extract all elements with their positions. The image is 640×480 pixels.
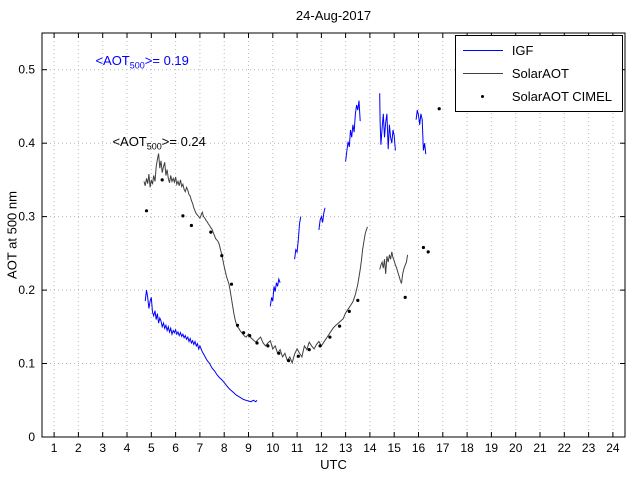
legend-item-igf: IGF (460, 39, 612, 62)
annotation-solaraot-mean: <AOT500>= 0.24 (112, 134, 205, 152)
svg-text:3: 3 (99, 441, 106, 455)
svg-text:15: 15 (388, 441, 402, 455)
x-axis-label: UTC (320, 457, 347, 472)
svg-text:14: 14 (363, 441, 377, 455)
solaraot-line-sample-icon (462, 73, 503, 74)
svg-text:2: 2 (75, 441, 82, 455)
svg-text:11: 11 (291, 441, 304, 455)
svg-text:0.1: 0.1 (18, 357, 35, 371)
svg-text:0: 0 (28, 430, 35, 444)
svg-text:1: 1 (51, 441, 58, 455)
svg-text:8: 8 (221, 441, 228, 455)
annotation-solaraot-prefix: <AOT (112, 134, 147, 150)
igf-line-sample-icon (462, 50, 503, 51)
annotation-solaraot-sub: 500 (146, 141, 162, 152)
svg-text:13: 13 (339, 441, 353, 455)
svg-text:0.2: 0.2 (18, 283, 35, 297)
series-igf (144, 93, 427, 403)
legend-item-solaraot: SolarAOT (460, 62, 612, 85)
svg-text:17: 17 (436, 441, 450, 455)
svg-text:18: 18 (460, 441, 474, 455)
cimel-dot-sample-icon (481, 95, 485, 98)
svg-text:10: 10 (266, 441, 280, 455)
svg-text:24: 24 (606, 441, 620, 455)
svg-text:9: 9 (245, 441, 252, 455)
annotation-solaraot-suffix: >= 0.24 (161, 134, 206, 150)
svg-text:4: 4 (124, 441, 131, 455)
svg-text:5: 5 (148, 441, 155, 455)
svg-text:6: 6 (172, 441, 179, 455)
annotation-igf-sub: 500 (129, 60, 145, 71)
legend-sample-solaraot (460, 73, 506, 74)
legend: IGF SolarAOT SolarAOT CIMEL (454, 35, 623, 112)
series-solaraot (143, 153, 409, 365)
annotation-igf-mean: <AOT500>= 0.19 (95, 53, 188, 71)
legend-sample-igf (460, 50, 506, 51)
legend-label-igf: IGF (511, 43, 534, 58)
svg-text:7: 7 (197, 441, 204, 455)
axis-ticks (42, 33, 625, 438)
svg-text:21: 21 (533, 441, 547, 455)
svg-text:0.4: 0.4 (18, 136, 35, 150)
legend-label-solaraot: SolarAOT (511, 66, 569, 81)
y-tick-labels: 0 0.1 0.2 0.3 0.4 0.5 (18, 63, 35, 444)
chart-title: 24-Aug-2017 (295, 8, 372, 23)
annotation-igf-suffix: >= 0.19 (144, 53, 189, 69)
svg-text:20: 20 (509, 441, 523, 455)
svg-text:22: 22 (558, 441, 572, 455)
svg-text:0.3: 0.3 (18, 210, 35, 224)
legend-label-solaraot-cimel: SolarAOT CIMEL (511, 89, 612, 104)
y-axis-label: AOT at 500 nm (4, 191, 20, 279)
svg-text:19: 19 (485, 441, 499, 455)
x-tick-labels: 1 2 3 4 5 6 7 8 9 10 11 12 13 14 15 16 17 18 19 20 21 22 23 24 (51, 441, 620, 455)
grid-lines (42, 33, 625, 437)
legend-item-solaraot-cimel: SolarAOT CIMEL (460, 85, 612, 108)
svg-text:12: 12 (315, 441, 329, 455)
plot-border (41, 32, 626, 438)
legend-sample-solaraot-cimel (460, 95, 506, 98)
svg-text:0.5: 0.5 (18, 63, 35, 77)
svg-text:16: 16 (412, 441, 426, 455)
svg-text:23: 23 (582, 441, 596, 455)
annotation-igf-prefix: <AOT (95, 53, 130, 69)
series-solaraot-cimel (144, 107, 441, 363)
